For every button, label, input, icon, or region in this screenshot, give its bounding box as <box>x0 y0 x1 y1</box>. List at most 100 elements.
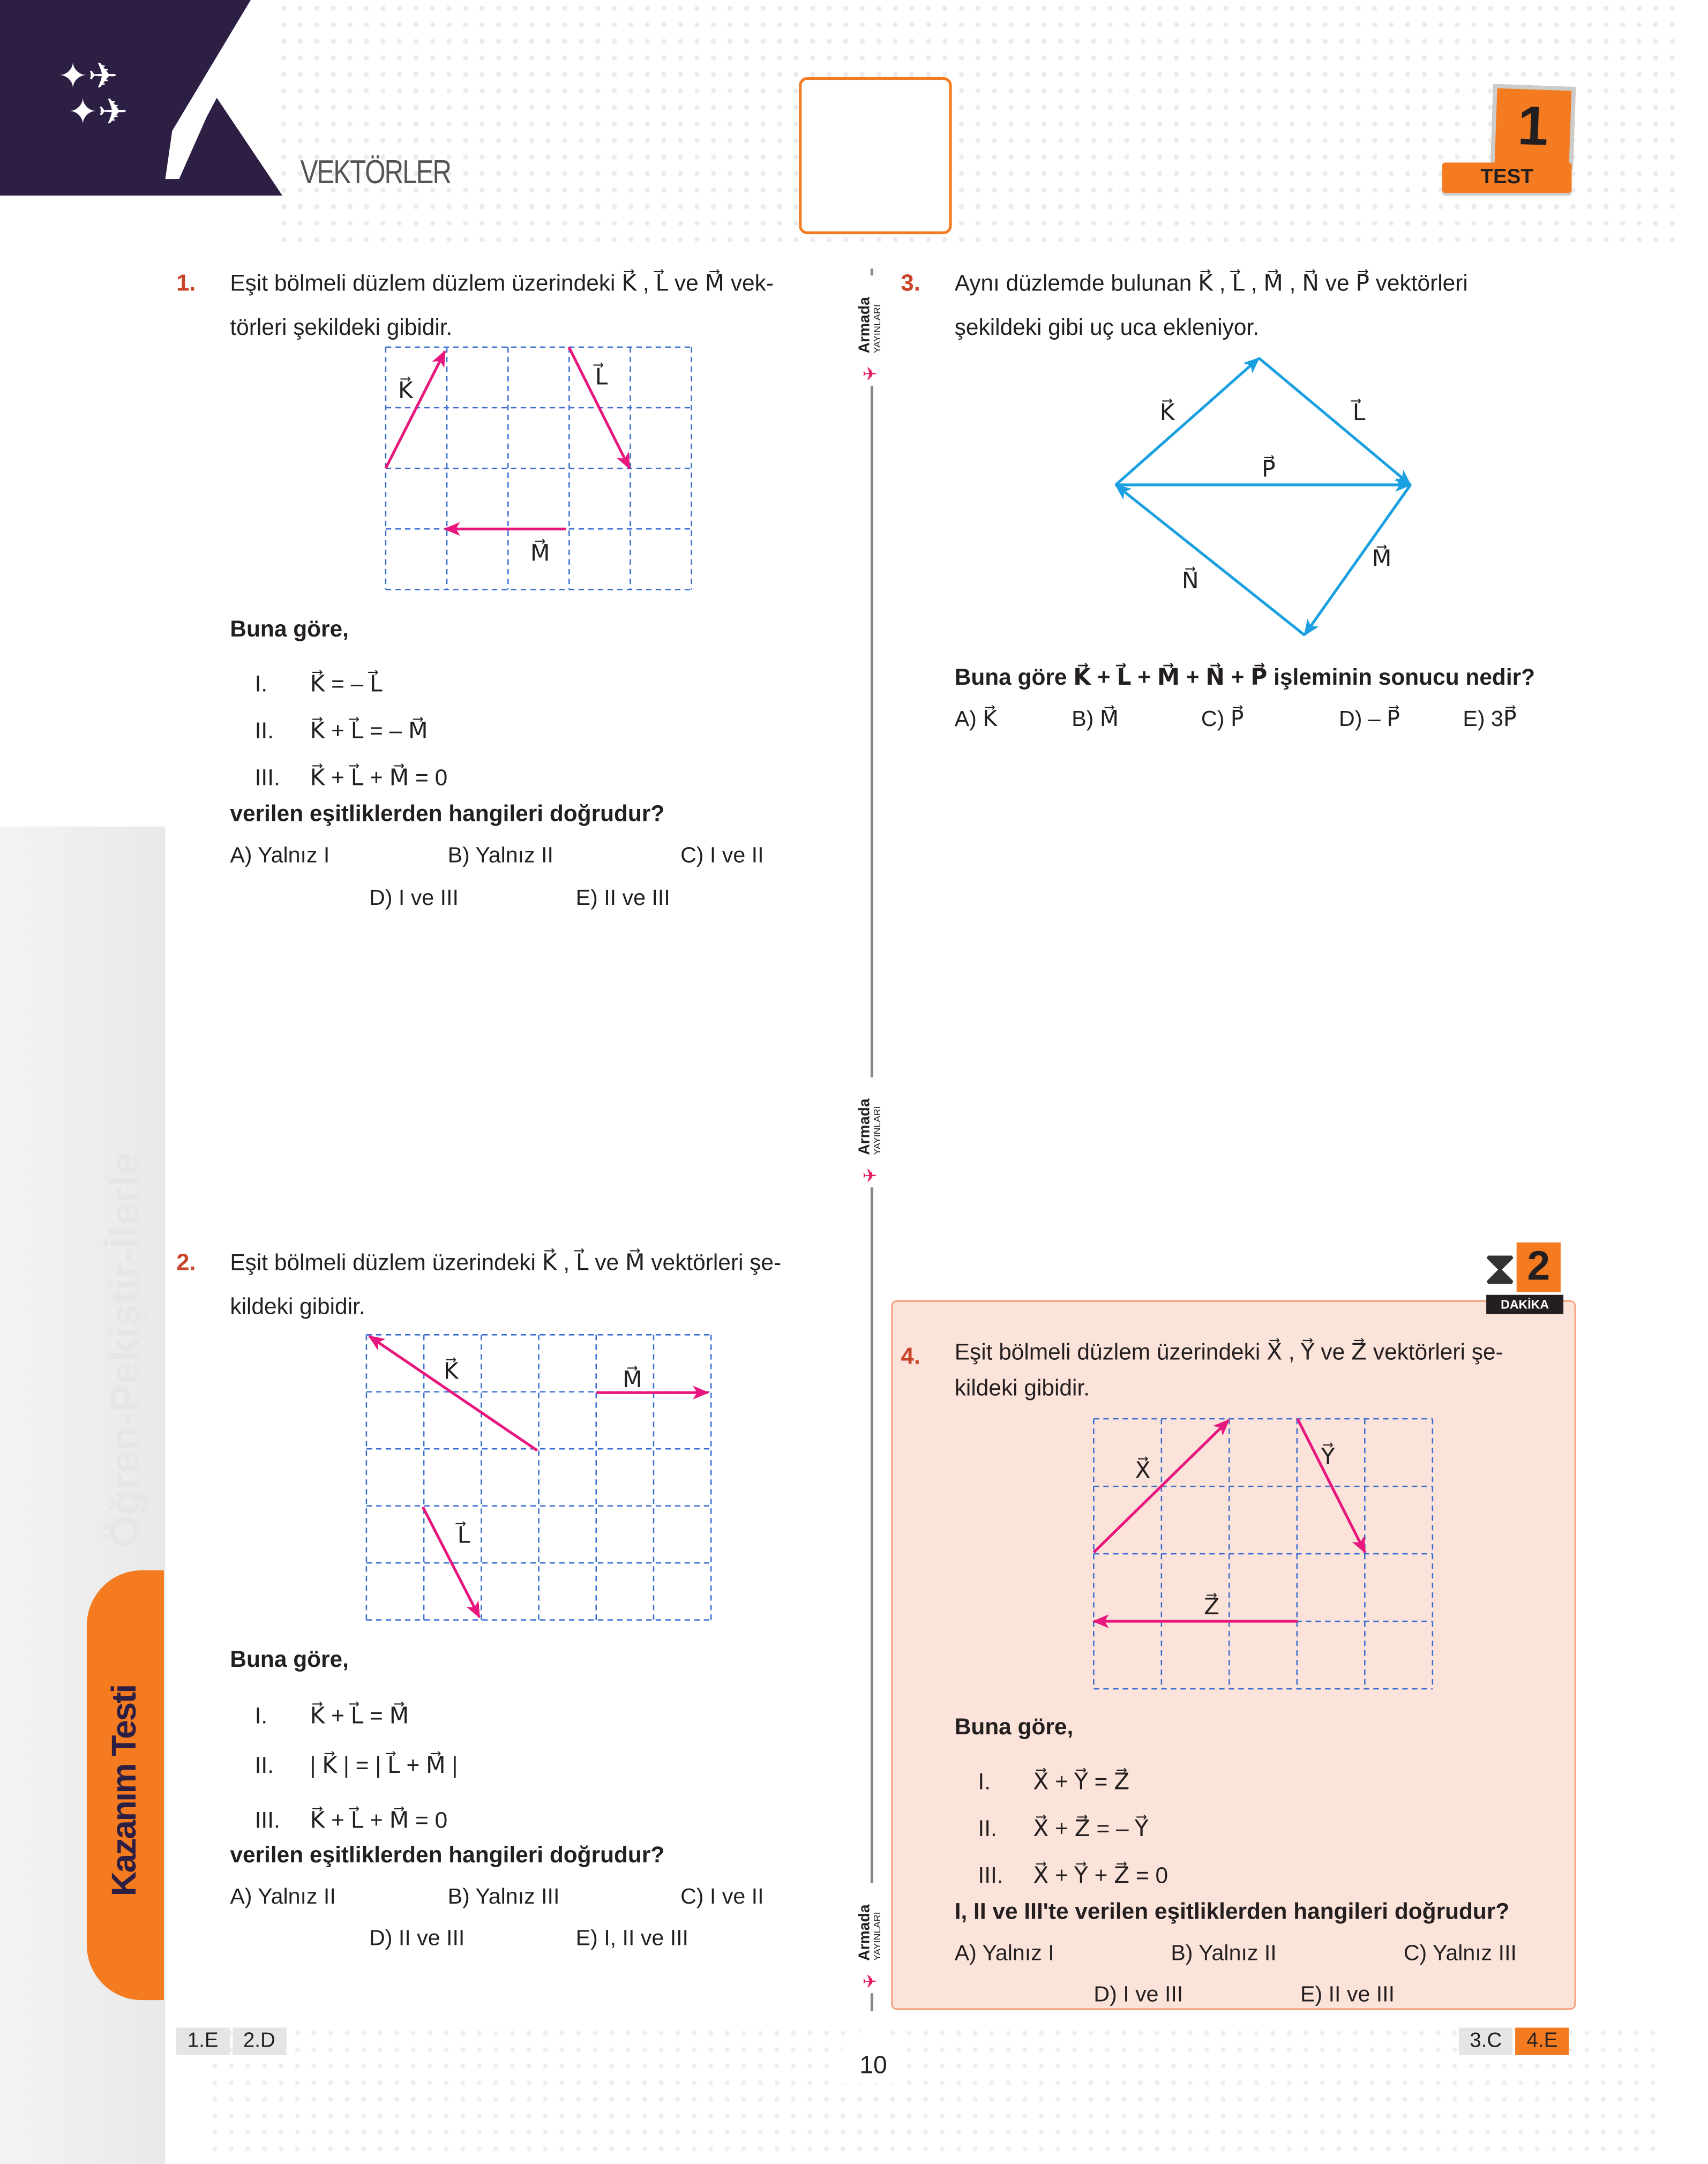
question-text: Eşit bölmeli düzlem üzerindeki K⃗ , L⃗ v… <box>230 1241 850 1329</box>
q4-text-line1: Eşit bölmeli düzlem üzerindeki X⃗ , Y⃗ v… <box>954 1340 1503 1365</box>
publisher-logo: Armada YAYINLARI ✈ <box>857 1077 887 1188</box>
publisher-name: Armada <box>857 1098 874 1155</box>
option-e[interactable]: E) II ve III <box>575 887 670 911</box>
test-label: TEST <box>1442 162 1572 193</box>
statement: III. X⃗ + Y⃗ + Z⃗ = 0 <box>978 1863 1168 1889</box>
label-x: X⃗ <box>1135 1458 1151 1484</box>
label-z: Z⃗ <box>1204 1595 1220 1620</box>
statements: I. K⃗ + L⃗ = M⃗ II. | K⃗ | = | L⃗ + M⃗ | I… <box>255 1691 458 1846</box>
equation: K⃗ + L⃗ + M⃗ = 0 <box>310 1808 448 1834</box>
label-n: N⃗ <box>1181 568 1199 594</box>
option-d[interactable]: D) – P⃗ <box>1339 708 1400 732</box>
label-y: Y⃗ <box>1321 1444 1335 1470</box>
answer-key-left: 1.E 2.D <box>176 2027 287 2055</box>
footer-dot-pattern <box>206 2025 1667 2163</box>
statement: III. K⃗ + L⃗ + M⃗ = 0 <box>254 1808 448 1834</box>
statement: I. K⃗ + L⃗ = M⃗ <box>254 1704 409 1729</box>
timer-label: DAKİKA <box>1486 1294 1564 1314</box>
question-text: Eşit bölmeli düzlem üzerindeki X⃗ , Y⃗ v… <box>955 1335 1575 1406</box>
publisher-sub: YAYINLARI <box>873 304 883 354</box>
q1-text-line2: törleri şekildeki gibidir. <box>230 315 453 341</box>
lead: Buna göre, <box>230 1647 349 1673</box>
option-b[interactable]: B) M⃗ <box>1072 708 1119 732</box>
equation: K⃗ + L⃗ = – M⃗ <box>310 719 428 744</box>
vector-k <box>384 350 446 469</box>
q3-text-line2: şekildeki gibi uç uca ekleniyor. <box>954 315 1260 341</box>
publisher-name: Armada <box>857 297 874 354</box>
option-c[interactable]: C) P⃗ <box>1201 708 1244 732</box>
option-d[interactable]: D) I ve III <box>369 887 459 911</box>
question: I, II ve III'te verilen eşitliklerden ha… <box>954 1899 1510 1925</box>
option-a[interactable]: A) Yalnız I <box>954 1942 1054 1966</box>
option-a[interactable]: A) K⃗ <box>954 708 998 732</box>
option-c[interactable]: C) I ve II <box>680 1885 764 1910</box>
equation: K⃗ + L⃗ = M⃗ <box>310 1704 409 1729</box>
option-e[interactable]: E) II ve III <box>1300 1983 1395 2007</box>
label-l: L⃗ <box>595 365 608 390</box>
option-e[interactable]: E) I, II ve III <box>575 1927 688 1951</box>
q4-text-line2: kildeki gibidir. <box>954 1376 1090 1401</box>
question: verilen eşitliklerden hangileri doğrudur… <box>230 802 665 827</box>
equation: X⃗ + Y⃗ + Z⃗ = 0 <box>1033 1863 1168 1889</box>
publisher-sub: YAYINLARI <box>873 1106 883 1155</box>
timer-minutes: 2 <box>1516 1242 1561 1292</box>
side-tab-label: Kazanım Testi <box>105 1685 144 1897</box>
vector-l <box>567 346 631 470</box>
option-d[interactable]: D) II ve III <box>369 1927 465 1951</box>
q2-text-line2: kildeki gibidir. <box>230 1294 365 1320</box>
statements: I. X⃗ + Y⃗ = Z⃗ II. X⃗ + Z⃗ = – Y⃗ III. X⃗ … <box>978 1759 1168 1899</box>
vector-y <box>1296 1418 1367 1554</box>
q3-vector-diagram <box>1114 357 1412 637</box>
option-c[interactable]: C) Yalnız III <box>1403 1942 1517 1966</box>
statement: II. X⃗ + Z⃗ = – Y⃗ <box>978 1817 1149 1842</box>
vector-x <box>1092 1419 1230 1554</box>
label-k: K⃗ <box>443 1359 459 1384</box>
equation: X⃗ + Y⃗ = Z⃗ <box>1033 1770 1130 1795</box>
option-b[interactable]: B) Yalnız II <box>1171 1942 1277 1966</box>
equation: K⃗ + L⃗ + M⃗ = 0 <box>310 766 448 791</box>
label-m: M⃗ <box>530 541 550 566</box>
option-b[interactable]: B) Yalnız III <box>447 1885 560 1910</box>
question-text: Eşit bölmeli düzlem düzlem üzerindeki K⃗… <box>230 261 850 350</box>
label-k: K⃗ <box>1159 401 1175 426</box>
grid-lines <box>1093 1418 1434 1690</box>
answer-key-highlighted: 4.E <box>1515 2027 1569 2055</box>
timer-badge: ⧗ 2 DAKİKA <box>1484 1240 1566 1317</box>
test-number: 1 <box>1490 84 1576 170</box>
rocket-icon: ✈ <box>862 1165 878 1186</box>
answer-box <box>799 77 952 235</box>
q4-vector-grid <box>1092 1418 1434 1690</box>
header-dot-pattern <box>275 0 1681 248</box>
label-l: L⃗ <box>457 1523 470 1548</box>
publisher-logo: Armada YAYINLARI ✈ <box>857 275 887 386</box>
publisher-sub: YAYINLARI <box>873 1912 883 1961</box>
statements: I. K⃗ = – L⃗ II. K⃗ + L⃗ = – M⃗ III. K⃗ + L… <box>255 661 448 802</box>
q2-text-line1: Eşit bölmeli düzlem üzerindeki K⃗ , L⃗ v… <box>230 1251 782 1276</box>
option-d[interactable]: D) I ve III <box>1093 1983 1183 2007</box>
statement: I. K⃗ = – L⃗ <box>254 672 383 697</box>
statement: III. K⃗ + L⃗ + M⃗ = 0 <box>254 766 448 791</box>
label-m: M⃗ <box>1372 546 1392 572</box>
vector-m <box>1303 484 1412 637</box>
question-text: Aynı düzlemde bulunan K⃗ , L⃗ , M⃗ , N⃗ … <box>955 261 1575 350</box>
label-p: P⃗ <box>1262 457 1276 482</box>
option-a[interactable]: A) Yalnız I <box>230 844 330 868</box>
option-c[interactable]: C) I ve II <box>680 844 764 868</box>
answer-key: 1.E <box>176 2027 230 2055</box>
publisher-name: Armada <box>857 1904 874 1961</box>
rocket-logo-icon: ✦✈ ✦✈ <box>57 55 128 132</box>
question-number: 3. <box>901 269 920 296</box>
q3-text-line1: Aynı düzlemde bulunan K⃗ , L⃗ , M⃗ , N⃗ … <box>954 271 1468 296</box>
question: verilen eşitliklerden hangileri doğrudur… <box>230 1843 665 1868</box>
statement: II. K⃗ + L⃗ = – M⃗ <box>254 719 428 744</box>
lead: Buna göre, <box>230 617 349 642</box>
option-a[interactable]: A) Yalnız II <box>230 1885 336 1910</box>
option-e[interactable]: E) 3P⃗ <box>1463 708 1517 732</box>
option-b[interactable]: B) Yalnız II <box>447 844 553 868</box>
equation: K⃗ = – L⃗ <box>310 672 383 697</box>
rocket-icon: ✈ <box>862 363 878 385</box>
answer-key: 3.C <box>1458 2027 1513 2055</box>
page-number: 10 <box>840 2029 907 2084</box>
vector-l <box>422 1506 481 1619</box>
label-k: K⃗ <box>398 379 413 404</box>
